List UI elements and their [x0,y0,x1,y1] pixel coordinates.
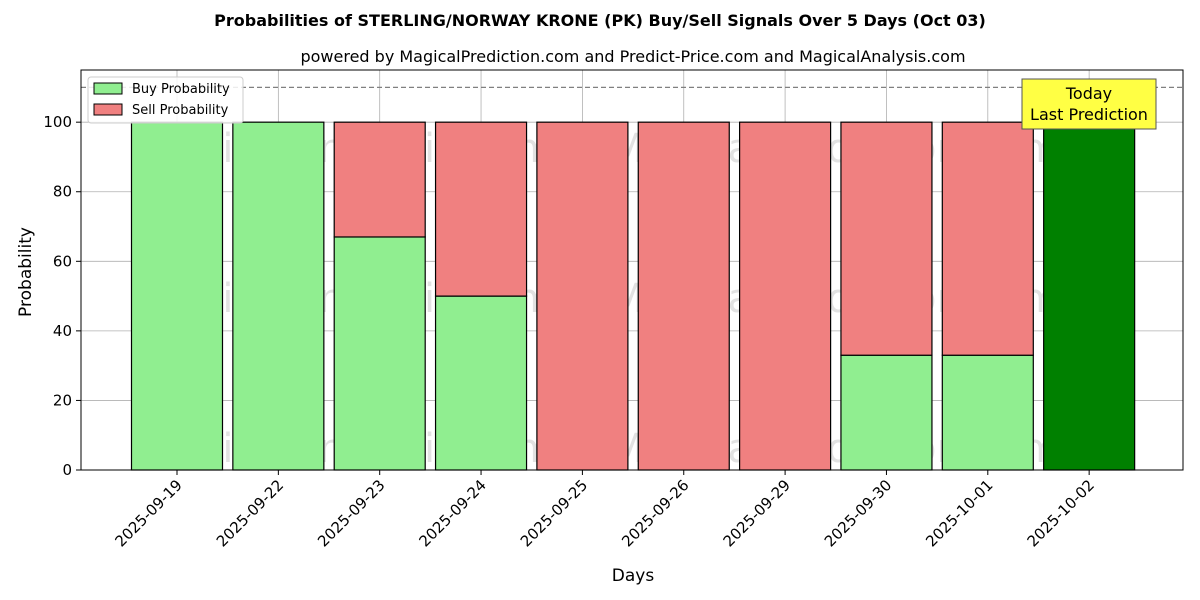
annotation-line2: Last Prediction [1030,105,1148,124]
x-axis-label: Days [612,566,655,586]
chart-subtitle: powered by MagicalPrediction.com and Pre… [300,47,965,66]
y-tick-label: 100 [43,113,72,131]
x-tick-label: 2025-09-30 [821,476,895,550]
legend-buy-swatch [93,82,123,95]
bar-buy-2025-10-02 [1043,121,1136,471]
bar-buy-2025-09-19 [130,121,224,471]
x-tick-label: 2025-09-24 [415,476,489,550]
annotation-line1: Today [1065,84,1112,103]
today-annotation: Today Last Prediction [1021,78,1157,130]
bar-sell-2025-09-25 [536,121,629,471]
x-tick-label: 2025-10-01 [922,476,996,550]
plot-frame [80,69,1184,471]
legend-sell-swatch [93,103,123,116]
legend-box [87,76,244,124]
chart-title: Probabilities of STERLING/NORWAY KRONE (… [214,11,986,30]
bar-buy-2025-09-22 [232,121,325,471]
x-tick-label: 2025-09-29 [720,476,794,550]
x-tick-label: 2025-09-19 [111,476,185,550]
bar-buy-2025-09-30 [840,354,933,471]
x-tick-label: 2025-09-25 [517,476,591,550]
legend-buy-label: Buy Probability [132,82,230,97]
bar-buy-2025-10-01 [941,354,1034,471]
x-tick-label: 2025-09-22 [213,476,287,550]
bars [130,121,1136,471]
x-tick-label: 2025-09-23 [314,476,388,550]
bar-sell-2025-10-01 [941,121,1034,356]
y-tick-label: 20 [53,391,72,409]
bar-buy-2025-09-23 [333,236,426,471]
bar-sell-2025-09-23 [333,121,426,238]
legend-sell-label: Sell Probability [132,103,229,118]
bar-buy-2025-09-24 [434,295,528,471]
bar-sell-2025-09-24 [434,121,528,297]
bar-sell-2025-09-26 [637,121,730,471]
y-tick-label: 40 [53,322,72,340]
y-tick-label: 80 [53,183,72,201]
y-tick-label: 0 [62,461,72,479]
bar-sell-2025-09-30 [840,121,933,356]
y-axis-label: Probability [16,227,36,317]
x-tick-label: 2025-09-26 [618,476,692,550]
bar-sell-2025-09-29 [738,121,832,471]
x-tick-label: 2025-10-02 [1024,476,1098,550]
annotation-box [1021,78,1157,130]
y-tick-label: 60 [53,252,72,270]
legend: Buy Probability Sell Probability [87,76,244,124]
